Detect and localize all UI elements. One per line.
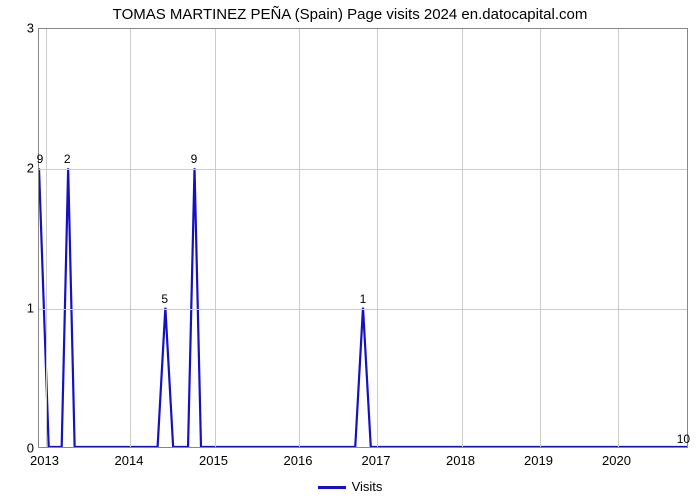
y-tick-label: 3 [0, 21, 34, 36]
gridline-v [540, 29, 541, 447]
gridline-h [39, 309, 687, 310]
data-label: 2 [64, 152, 71, 166]
y-tick-label: 2 [0, 161, 34, 176]
gridline-v [46, 29, 47, 447]
y-tick-label: 1 [0, 301, 34, 316]
x-tick-label: 2015 [199, 453, 228, 468]
x-tick-label: 2017 [362, 453, 391, 468]
x-tick-label: 2014 [115, 453, 144, 468]
data-label: 10 [677, 432, 690, 446]
gridline-v [618, 29, 619, 447]
x-tick-label: 2016 [284, 453, 313, 468]
legend: Visits [0, 479, 700, 494]
plot-area [38, 28, 688, 448]
legend-label: Visits [352, 479, 383, 494]
x-tick-label: 2020 [602, 453, 631, 468]
chart-container: TOMAS MARTINEZ PEÑA (Spain) Page visits … [0, 0, 700, 500]
data-label: 9 [37, 152, 44, 166]
x-tick-label: 2019 [524, 453, 553, 468]
y-tick-label: 0 [0, 441, 34, 456]
gridline-v [130, 29, 131, 447]
data-label: 1 [360, 292, 367, 306]
gridline-v [299, 29, 300, 447]
gridline-h [39, 169, 687, 170]
data-label: 5 [161, 292, 168, 306]
gridline-v [215, 29, 216, 447]
chart-title: TOMAS MARTINEZ PEÑA (Spain) Page visits … [0, 6, 700, 23]
gridline-v [377, 29, 378, 447]
x-tick-label: 2018 [446, 453, 475, 468]
legend-swatch [318, 486, 346, 489]
data-label: 9 [191, 152, 198, 166]
line-series [39, 29, 687, 447]
x-tick-label: 2013 [30, 453, 59, 468]
gridline-v [462, 29, 463, 447]
